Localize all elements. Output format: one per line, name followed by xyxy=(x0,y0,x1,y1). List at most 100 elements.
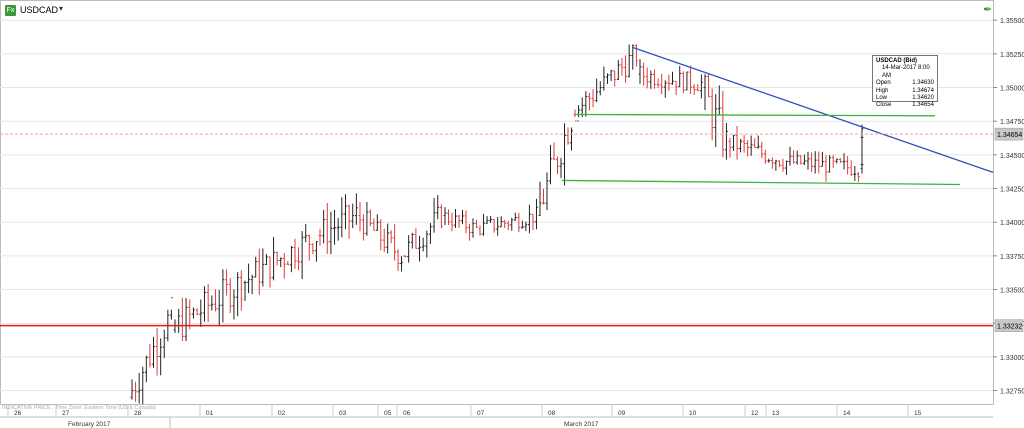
ohlc-bar xyxy=(714,94,718,148)
ohlc-bar xyxy=(261,248,265,287)
ohlc-bar xyxy=(642,62,646,86)
ohlc-bar xyxy=(817,151,821,174)
pencil-icon[interactable]: ✒ xyxy=(983,4,993,16)
ohlc-bar xyxy=(188,299,192,330)
ohlc-bar xyxy=(354,193,358,225)
price-label-box xyxy=(994,319,1024,332)
ohlc-bar xyxy=(742,134,746,153)
trendline xyxy=(631,46,994,173)
ohlc-bar xyxy=(304,224,308,243)
ohlc-bar xyxy=(678,65,682,88)
ohlc-bar xyxy=(717,85,721,115)
ohlc-bar xyxy=(250,274,254,295)
ohlc-bar xyxy=(478,225,482,236)
ohlc-bar xyxy=(746,140,750,157)
ohlc-bar xyxy=(552,142,556,160)
y-tick-label: 1.33750 xyxy=(1000,254,1024,261)
x-tick-label: 02 xyxy=(278,410,286,417)
ohlc-bar xyxy=(620,58,624,76)
ohlc-bar xyxy=(598,81,602,96)
ohlc-bar xyxy=(322,209,326,244)
ohlc-bar xyxy=(425,230,429,258)
ohlc-bar xyxy=(835,158,839,164)
ohlc-bar xyxy=(184,298,188,342)
ohlc-bar xyxy=(210,295,214,311)
symbol-selector[interactable]: USDCAD xyxy=(20,5,59,15)
ohlc-bar xyxy=(520,220,524,229)
ohlc-bar xyxy=(542,188,545,205)
info-row-high: High 1.34674 xyxy=(876,88,934,95)
ohlc-bar xyxy=(236,272,240,317)
ohlc-bar xyxy=(763,149,767,164)
x-tick-label: 01 xyxy=(206,410,214,417)
ohlc-bar xyxy=(545,172,549,211)
ohlc-bar xyxy=(282,253,286,279)
ohlc-bar xyxy=(559,157,563,178)
ohlc-bar xyxy=(674,80,678,96)
ohlc-bar xyxy=(799,155,803,165)
ohlc-bar xyxy=(436,195,440,220)
ohlc-bar xyxy=(386,223,390,254)
ohlc-bar xyxy=(645,67,649,89)
ohlc-bar xyxy=(831,154,835,168)
trendline xyxy=(574,113,936,117)
ohlc-bar xyxy=(155,327,159,376)
price-label-box xyxy=(994,127,1024,141)
ohlc-bar xyxy=(770,157,774,169)
y-tick-label: 1.34250 xyxy=(1000,187,1024,194)
ohlc-bar xyxy=(199,299,203,328)
ohlc-bar xyxy=(524,221,528,232)
ohlc-bar xyxy=(247,263,250,294)
chevron-down-icon[interactable]: ▾ xyxy=(59,4,64,13)
ohlc-bar xyxy=(513,212,517,221)
ohlc-bar xyxy=(272,236,275,281)
ohlc-bar xyxy=(214,289,217,312)
info-value: 1.34630 xyxy=(912,80,934,87)
ohlc-bar xyxy=(549,144,552,185)
ohlc-bar xyxy=(778,160,781,168)
ohlc-bar xyxy=(563,123,566,186)
price-label: 1.33232 xyxy=(997,324,1022,331)
ohlc-bar xyxy=(432,198,436,233)
ohlc-bar xyxy=(439,204,443,229)
info-label: High xyxy=(876,87,889,94)
ohlc-bar xyxy=(570,127,573,151)
ohlc-bar xyxy=(475,219,478,228)
ohlc-bar xyxy=(344,194,347,230)
y-tick-label: 1.32750 xyxy=(1000,389,1024,396)
ohlc-bar xyxy=(492,218,496,233)
ohlc-bar xyxy=(489,215,492,224)
ohlc-bar xyxy=(468,223,471,241)
month-label: February 2017 xyxy=(68,421,111,428)
ohlc-bar xyxy=(365,202,369,236)
ohlc-bar xyxy=(671,71,674,85)
x-tick-label: 09 xyxy=(618,410,626,417)
ohlc-bar xyxy=(351,203,355,229)
ohlc-bar xyxy=(824,155,828,182)
ohlc-bar xyxy=(396,249,400,272)
y-tick-label: 1.33000 xyxy=(1000,355,1024,362)
x-tick-label: 06 xyxy=(403,410,411,417)
ohlc-bar xyxy=(315,241,318,262)
ohlc-bar xyxy=(725,122,728,160)
info-value: 1.34654 xyxy=(912,102,934,109)
info-label: Low xyxy=(876,95,888,102)
ohlc-bar xyxy=(849,160,853,176)
ohlc-bar xyxy=(649,70,653,89)
ohlc-bar xyxy=(749,135,753,156)
x-tick-label: 14 xyxy=(843,410,851,417)
ohlc-bar xyxy=(732,134,735,151)
ohlc-bar xyxy=(254,256,258,278)
ohlc-bar xyxy=(290,245,293,273)
ohlc-bar xyxy=(588,92,591,111)
ohlc-bar xyxy=(225,269,228,296)
ohlc-bar xyxy=(382,228,386,253)
ohlc-bar xyxy=(482,214,485,236)
ohlc-bar xyxy=(485,216,489,225)
ohlc-bar xyxy=(696,84,700,92)
ohlc-bar xyxy=(195,308,199,316)
ohlc-bar xyxy=(653,69,656,89)
ohlc-bar xyxy=(788,146,792,166)
x-tick-label: 10 xyxy=(689,410,697,417)
ohlc-bar xyxy=(414,228,418,249)
